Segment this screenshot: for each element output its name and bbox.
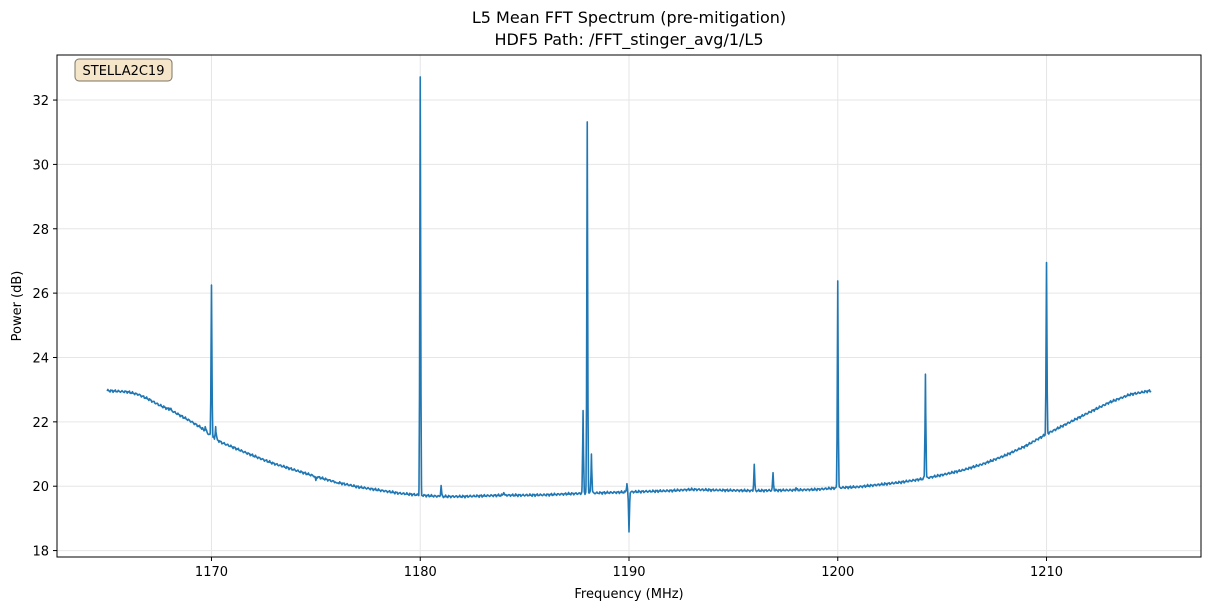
spectrum-peak-point (628, 531, 630, 533)
y-tick-label: 26 (32, 287, 49, 302)
spectrum-peak-point (503, 492, 505, 494)
spectrum-peak-point (772, 472, 774, 474)
spectrum-peak-point (169, 408, 171, 410)
spectrum-peak-point (419, 76, 421, 78)
y-tick-label: 20 (32, 480, 49, 495)
chart-title: L5 Mean FFT Spectrum (pre-mitigation) (472, 8, 786, 27)
annotation-box (74, 58, 173, 82)
y-tick-label: 28 (32, 223, 49, 238)
x-tick-label: 1190 (612, 565, 645, 580)
spectrum-peak-point (837, 280, 839, 282)
y-tick-label: 22 (32, 416, 49, 431)
x-tick-label: 1200 (821, 565, 854, 580)
spectrum-peak-point (795, 487, 797, 489)
spectrum-peak-point (315, 480, 317, 482)
x-tick-label: 1180 (404, 565, 437, 580)
x-tick-label: 1170 (195, 565, 228, 580)
spectrum-peak-point (591, 453, 593, 455)
y-axis-label: Power (dB) (10, 271, 25, 342)
spectrum-peak-point (336, 482, 338, 484)
y-tick-label: 24 (32, 351, 49, 366)
y-tick-label: 18 (32, 545, 49, 560)
spectrum-peak-point (925, 373, 927, 375)
spectrum-peak-point (586, 121, 588, 123)
annotation-text: STELLA2C19 (83, 64, 165, 79)
y-tick-label: 32 (32, 94, 49, 109)
y-tick-label: 30 (32, 158, 49, 173)
tick-layer: 1170 1180 1190 1200 1210 18 20 22 24 26 28 30 32 (32, 94, 1063, 580)
x-axis-label: Frequency (MHz) (574, 587, 683, 602)
spectrum-peak-point (626, 483, 628, 485)
spectrum-peak-point (215, 426, 217, 428)
spectrum-peak-point (440, 485, 442, 487)
annotation-badge: STELLA2C19 (74, 58, 173, 82)
spectrum-peak-point (211, 284, 213, 286)
spectrum-series-line (106, 76, 1152, 533)
series-layer (106, 76, 1152, 533)
spectrum-peak-point (753, 464, 755, 466)
spectrum-peak-point (582, 410, 584, 412)
spectrum-peak-point (1046, 262, 1048, 264)
spectrum-peak-point (204, 426, 206, 428)
grid-layer (57, 55, 1201, 557)
x-tick-label: 1210 (1030, 565, 1063, 580)
chart-subtitle: HDF5 Path: /FFT_stinger_avg/1/L5 (495, 30, 764, 50)
